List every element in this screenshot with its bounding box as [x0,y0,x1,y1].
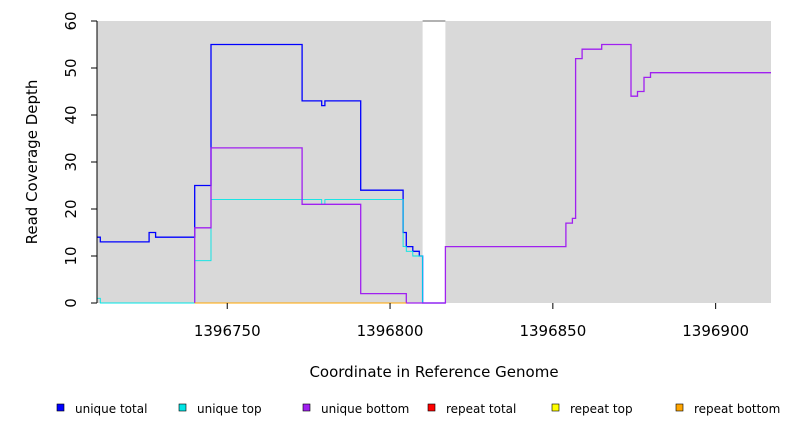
legend-swatch [427,403,436,412]
legend-item: unique bottom [302,402,409,416]
legend-item: repeat bottom [675,402,780,416]
y-tick-label: 20 [62,199,80,218]
y-tick-label: 10 [62,246,80,265]
x-tick-label: 1396800 [357,322,424,340]
legend-swatch [675,403,684,412]
series-line-unique-bottom [194,43,771,304]
legend-item: unique top [178,402,262,416]
legend-swatch [178,403,187,412]
x-tick-label: 1396850 [519,322,586,340]
legend: unique total unique top unique bottom repea… [56,402,780,416]
y-axis-ticks: 0 10 20 30 40 50 60 [62,11,97,308]
legend-item: unique total [56,402,147,416]
y-tick-label: 0 [62,298,80,308]
legend-swatch [551,403,560,412]
x-axis-ticks: 1396750 1396800 1396850 1396900 [194,303,749,340]
legend-item: repeat top [551,402,633,416]
x-tick-label: 1396750 [194,322,261,340]
legend-label: unique bottom [321,402,409,416]
x-axis-label: Coordinate in Reference Genome [309,363,558,381]
legend-label: unique total [75,402,147,416]
y-tick-label: 50 [62,58,80,77]
y-tick-label: 30 [62,152,80,171]
y-tick-label: 40 [62,105,80,124]
legend-label: repeat bottom [694,402,780,416]
series-layer [97,43,771,304]
legend-label: unique top [197,402,262,416]
y-axis-label: Read Coverage Depth [23,80,41,245]
gap-region [422,21,446,303]
series-line-unique-total [97,43,446,304]
legend-item: repeat total [427,402,516,416]
y-tick-label: 60 [62,11,80,30]
legend-label: repeat total [446,402,516,416]
x-tick-label: 1396900 [682,322,749,340]
legend-swatch [56,403,65,412]
legend-label: repeat top [570,402,633,416]
legend-swatch [302,403,311,412]
